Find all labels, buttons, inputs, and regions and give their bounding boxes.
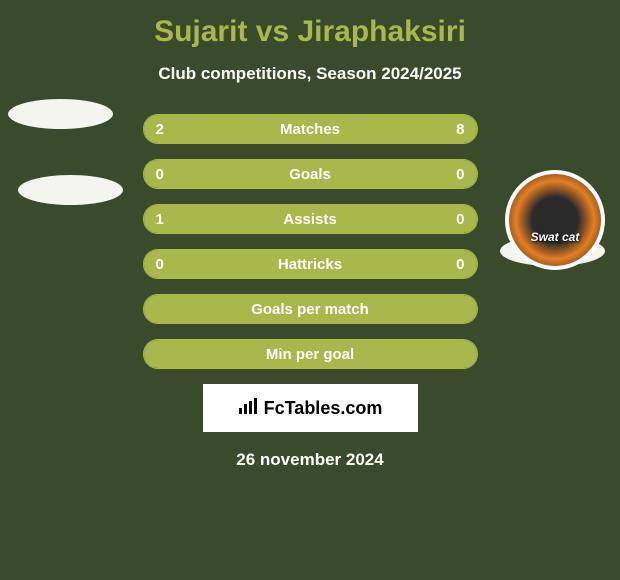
stat-row-matches: 2 Matches 8 (0, 114, 620, 144)
player-left-placeholder-2 (18, 175, 123, 205)
stat-fill-right (210, 115, 476, 143)
stat-fill-right (310, 160, 477, 188)
stat-label: Assists (283, 211, 336, 228)
stat-bar: 0 Hattricks 0 (143, 249, 478, 279)
watermark-box: FcTables.com (203, 384, 418, 432)
stat-fill-left (144, 115, 211, 143)
club-badge-right: Swat cat (505, 170, 605, 270)
stat-value-right: 8 (456, 121, 464, 138)
club-badge-text: Swat cat (531, 230, 580, 244)
stat-value-left: 0 (156, 256, 164, 273)
stat-value-right: 0 (456, 166, 464, 183)
stat-label: Hattricks (278, 256, 342, 273)
season-subtitle: Club competitions, Season 2024/2025 (0, 64, 620, 84)
chart-icon (238, 398, 258, 419)
stat-bar: 0 Goals 0 (143, 159, 478, 189)
stat-bar: 2 Matches 8 (143, 114, 478, 144)
comparison-title: Sujarit vs Jiraphaksiri (0, 0, 620, 49)
stat-value-left: 1 (156, 211, 164, 228)
date-text: 26 november 2024 (0, 450, 620, 470)
watermark-label: FcTables.com (264, 398, 383, 419)
stat-bar: Min per goal (143, 339, 478, 369)
stat-label: Goals per match (251, 301, 369, 318)
stat-label: Goals (289, 166, 331, 183)
stat-value-right: 0 (456, 256, 464, 273)
stat-value-left: 2 (156, 121, 164, 138)
stat-row-min-per-goal: Min per goal (0, 339, 620, 369)
stat-bar: Goals per match (143, 294, 478, 324)
stat-label: Matches (280, 121, 340, 138)
watermark-text: FcTables.com (238, 398, 383, 419)
stat-row-goals-per-match: Goals per match (0, 294, 620, 324)
stat-fill-left (144, 160, 311, 188)
stat-bar: 1 Assists 0 (143, 204, 478, 234)
stat-value-left: 0 (156, 166, 164, 183)
stat-label: Min per goal (266, 346, 354, 363)
stat-value-right: 0 (456, 211, 464, 228)
